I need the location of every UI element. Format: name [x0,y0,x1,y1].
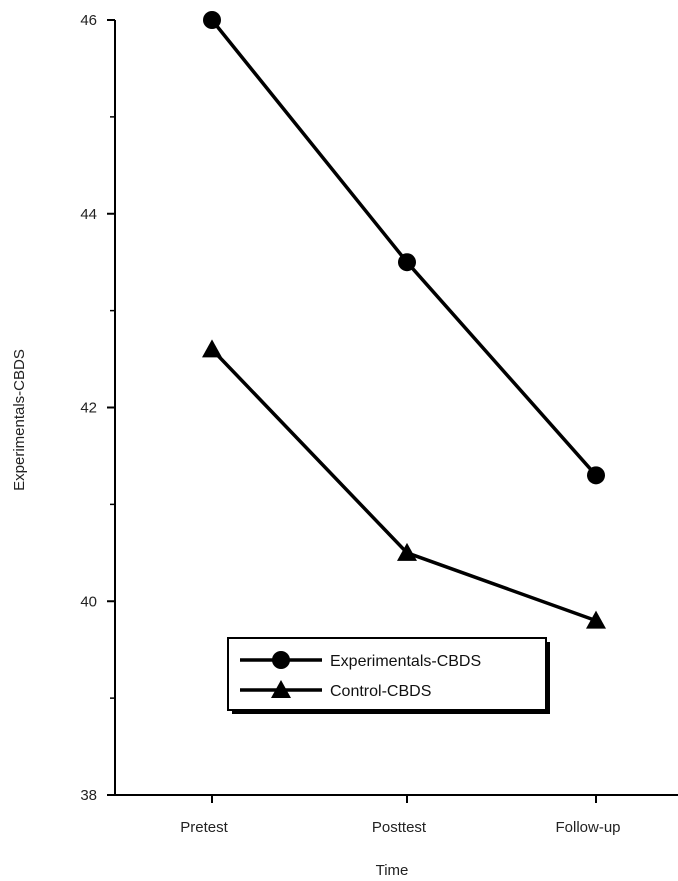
data-point [587,466,605,485]
legend-box [227,637,547,711]
data-point [203,11,221,29]
y-tick-label: 46 [80,12,97,29]
data-point [398,253,416,272]
x-axis-label: Time [376,862,409,879]
series-layer [202,11,606,629]
data-point [397,542,417,561]
series-line [210,348,597,623]
legend-label: Experimentals-CBDS [330,653,481,670]
y-axis-label: Experimentals-CBDS [11,349,28,491]
y-tick-label: 44 [80,206,97,223]
x-tick-label: Pretest [180,819,228,836]
data-point [586,610,606,629]
y-tick-label: 38 [80,787,97,804]
legend-label: Control-CBDS [330,683,431,700]
y-tick-label: 40 [80,593,97,610]
legend-marker [271,680,291,698]
x-tick-label: Follow-up [555,819,620,836]
legend: Experimentals-CBDS Control-CBDS [227,637,550,714]
legend-marker [272,651,290,669]
x-tick-label: Posttest [372,819,427,836]
data-point [202,339,222,358]
series-2 [202,339,606,629]
y-tick-label: 42 [80,400,97,417]
axes: 38 40 42 44 46 Pretest Posttest Follow-up [80,12,678,836]
series-1 [203,11,605,485]
